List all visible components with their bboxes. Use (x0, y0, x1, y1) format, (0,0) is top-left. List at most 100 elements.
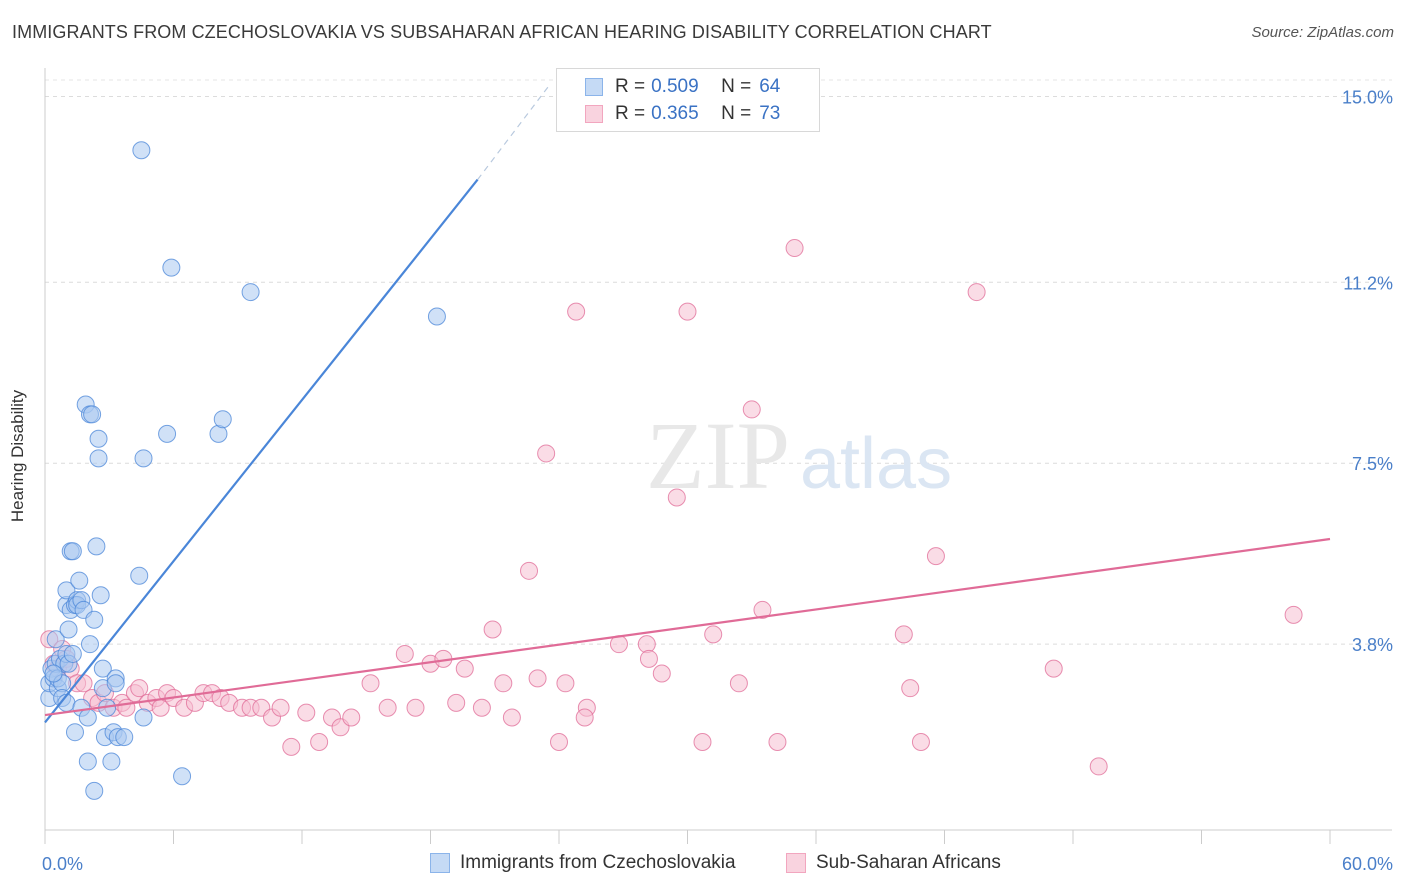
data-point (173, 767, 192, 786)
data-point (213, 410, 232, 429)
y-tick-labels: 3.8% 7.5% 11.2% 15.0% (1342, 87, 1393, 655)
data-point (130, 566, 149, 585)
legend-n-value: 64 (759, 76, 781, 97)
data-point (132, 141, 151, 160)
y-tick-label: 11.2% (1343, 273, 1393, 293)
data-point (472, 698, 491, 717)
watermark-zip: ZIP (646, 402, 790, 509)
data-point (106, 674, 125, 693)
data-point (282, 737, 301, 756)
trend-lines (44, 86, 1331, 724)
trend-line-extension (477, 86, 549, 180)
data-point (678, 302, 697, 321)
correlation-legend: R = 0.509 N = 64 R = 0.365 N = 73 (556, 68, 820, 132)
data-point (455, 659, 474, 678)
data-point (162, 258, 181, 277)
y-tick-label: 7.5% (1352, 454, 1393, 474)
source-label: Source: ZipAtlas.com (1251, 24, 1394, 41)
data-point (567, 302, 586, 321)
data-point (89, 449, 108, 468)
data-point (74, 674, 93, 693)
data-point (894, 625, 913, 644)
data-point (502, 708, 521, 727)
data-point (378, 698, 397, 717)
trend-line (44, 178, 479, 724)
data-point (639, 649, 658, 668)
data-point (520, 561, 539, 580)
data-point (1089, 757, 1108, 776)
data-point (134, 708, 153, 727)
data-point (361, 674, 380, 693)
data-point (46, 630, 65, 649)
y-tick-label: 15.0% (1342, 87, 1393, 107)
data-point (1284, 605, 1303, 624)
legend-n-label: N = (721, 76, 752, 97)
data-point (63, 644, 82, 663)
data-point (310, 732, 329, 751)
watermark-atlas: atlas (800, 424, 952, 504)
data-point (44, 664, 63, 683)
data-point (85, 781, 104, 800)
data-point (342, 708, 361, 727)
data-point (1044, 659, 1063, 678)
data-point (693, 732, 712, 751)
data-point (427, 307, 446, 326)
data-point (911, 732, 930, 751)
legend-swatch-blue (585, 78, 603, 96)
data-point (134, 449, 153, 468)
data-point (102, 752, 121, 771)
data-point (91, 586, 110, 605)
x-tick-label: 0.0% (42, 854, 83, 874)
legend-swatch-pink (585, 105, 603, 123)
y-tick-label: 3.8% (1352, 635, 1393, 655)
bottom-legend-label: Immigrants from Czechoslovakia (460, 852, 736, 873)
legend-row-czechoslovakia: R = 0.509 N = 64 (585, 75, 780, 99)
data-point (652, 664, 671, 683)
data-point (483, 620, 502, 639)
data-point (85, 610, 104, 629)
data-point (271, 698, 290, 717)
bottom-legend-sub-saharan: Sub-Saharan Africans (786, 852, 1001, 874)
chart-title: IMMIGRANTS FROM CZECHOSLOVAKIA VS SUBSAH… (12, 22, 992, 42)
data-point (70, 571, 89, 590)
series-czechoslovakia-points (40, 141, 446, 800)
data-point (241, 283, 260, 302)
x-tick-labels: 0.0% 60.0% (42, 854, 1393, 874)
data-point (742, 400, 761, 419)
data-point (785, 239, 804, 258)
data-point (89, 429, 108, 448)
data-point (556, 674, 575, 693)
data-point (550, 732, 568, 751)
data-point (80, 635, 99, 654)
data-point (78, 708, 97, 727)
legend-r-value: 0.365 (651, 103, 699, 124)
data-point (753, 600, 772, 619)
data-point (575, 708, 594, 727)
data-point (667, 488, 686, 507)
bottom-legend-swatch-blue (430, 853, 450, 873)
data-point (926, 547, 945, 566)
data-point (117, 698, 136, 717)
data-point (158, 424, 177, 443)
legend-n-value: 73 (759, 103, 781, 124)
legend-r-label: R = (615, 103, 646, 124)
legend-r-value: 0.509 (651, 76, 699, 97)
bottom-legend-swatch-pink (786, 853, 806, 873)
data-point (130, 679, 149, 698)
bottom-legend-czechoslovakia: Immigrants from Czechoslovakia (430, 852, 736, 874)
data-point (297, 703, 316, 722)
data-point (93, 659, 112, 678)
data-point (537, 444, 556, 463)
data-point (729, 674, 748, 693)
data-point (967, 283, 986, 302)
legend-n-label: N = (721, 103, 752, 124)
trend-line (44, 537, 1331, 717)
data-point (528, 669, 547, 688)
data-point (65, 723, 84, 742)
data-point (494, 674, 513, 693)
data-point (395, 644, 414, 663)
data-point (83, 405, 102, 424)
x-tick-label: 60.0% (1342, 854, 1393, 874)
data-point (768, 732, 787, 751)
